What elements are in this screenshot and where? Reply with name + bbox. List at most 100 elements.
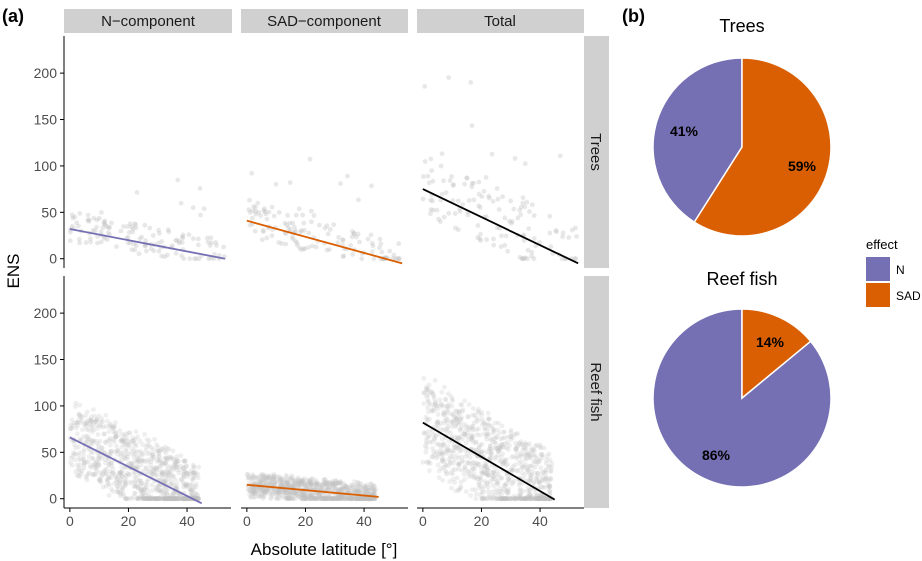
data-point xyxy=(546,451,552,457)
data-point xyxy=(429,389,434,395)
data-point xyxy=(175,496,181,502)
data-point xyxy=(436,468,442,474)
data-point xyxy=(456,227,461,233)
data-point xyxy=(278,476,283,481)
data-point xyxy=(81,457,86,463)
data-point xyxy=(475,409,481,414)
data-point xyxy=(125,224,130,230)
data-point xyxy=(477,442,483,448)
data-point xyxy=(113,431,119,436)
data-point xyxy=(146,443,152,449)
data-point xyxy=(297,245,303,251)
data-point xyxy=(521,256,527,262)
data-point xyxy=(166,446,172,452)
data-point xyxy=(516,482,522,488)
data-point xyxy=(452,211,458,216)
data-point xyxy=(97,423,103,428)
data-point xyxy=(109,460,115,466)
data-point xyxy=(132,478,138,484)
data-point xyxy=(141,458,147,464)
data-point xyxy=(81,449,86,455)
data-point xyxy=(135,458,141,464)
data-point xyxy=(196,464,202,470)
data-point xyxy=(76,444,82,450)
data-point xyxy=(86,217,92,223)
legend-swatch-n xyxy=(866,257,890,281)
data-point xyxy=(68,426,73,432)
data-point xyxy=(183,496,189,502)
data-point xyxy=(293,238,298,244)
data-point xyxy=(473,496,479,502)
data-point xyxy=(154,465,160,471)
data-point xyxy=(172,496,178,502)
data-point xyxy=(74,420,80,426)
data-point xyxy=(94,466,99,472)
data-point xyxy=(377,245,382,251)
data-point xyxy=(145,496,151,502)
data-point xyxy=(519,496,524,502)
data-point xyxy=(107,225,112,230)
data-point xyxy=(165,456,171,462)
data-point xyxy=(181,256,187,262)
data-point xyxy=(172,496,178,502)
data-point xyxy=(296,206,302,212)
data-point xyxy=(137,438,143,444)
data-point xyxy=(507,434,513,440)
y-tick-label: 150 xyxy=(34,112,58,128)
data-point xyxy=(151,496,157,502)
data-point xyxy=(77,474,82,480)
data-point xyxy=(125,240,131,246)
data-point xyxy=(295,242,300,248)
data-point xyxy=(78,456,84,462)
data-point xyxy=(159,496,165,502)
data-point xyxy=(177,238,182,244)
data-point xyxy=(476,191,482,197)
data-point xyxy=(260,228,266,233)
data-point xyxy=(121,438,126,444)
data-point xyxy=(153,487,159,493)
data-point xyxy=(149,453,155,459)
strip-row-reef-label: Reef fish xyxy=(587,362,604,421)
data-point xyxy=(114,479,120,485)
data-point xyxy=(144,469,150,475)
data-point xyxy=(509,220,514,226)
data-point xyxy=(369,240,375,246)
data-point xyxy=(102,431,107,437)
data-point xyxy=(174,496,180,502)
pie-slice-n-label: 41% xyxy=(670,123,699,139)
data-point xyxy=(566,235,572,240)
data-point xyxy=(90,472,96,478)
data-point xyxy=(524,469,530,475)
data-point xyxy=(99,445,105,451)
data-point xyxy=(322,225,328,231)
data-point xyxy=(173,467,179,473)
data-point xyxy=(87,470,92,476)
data-point xyxy=(165,496,171,502)
data-point xyxy=(118,438,123,444)
data-point xyxy=(426,401,432,407)
data-point xyxy=(276,494,281,500)
data-point xyxy=(85,438,90,443)
data-point xyxy=(455,198,461,204)
data-point xyxy=(98,419,104,425)
data-point xyxy=(481,495,486,500)
data-point xyxy=(95,432,101,437)
data-point xyxy=(139,494,145,500)
data-point xyxy=(79,471,84,477)
data-point xyxy=(106,429,112,434)
data-point xyxy=(83,413,89,418)
data-point xyxy=(150,468,156,474)
data-point xyxy=(149,482,155,488)
data-point xyxy=(96,478,102,484)
strip-row-trees-label: Trees xyxy=(587,133,604,171)
data-point xyxy=(77,402,83,408)
data-point xyxy=(459,402,465,407)
data-point xyxy=(162,478,168,484)
data-point xyxy=(153,472,159,478)
x-tick-label: 20 xyxy=(474,513,490,529)
data-point xyxy=(192,256,197,262)
data-point xyxy=(519,470,525,476)
data-point xyxy=(306,245,311,250)
data-point xyxy=(113,473,118,479)
data-point xyxy=(132,483,138,489)
